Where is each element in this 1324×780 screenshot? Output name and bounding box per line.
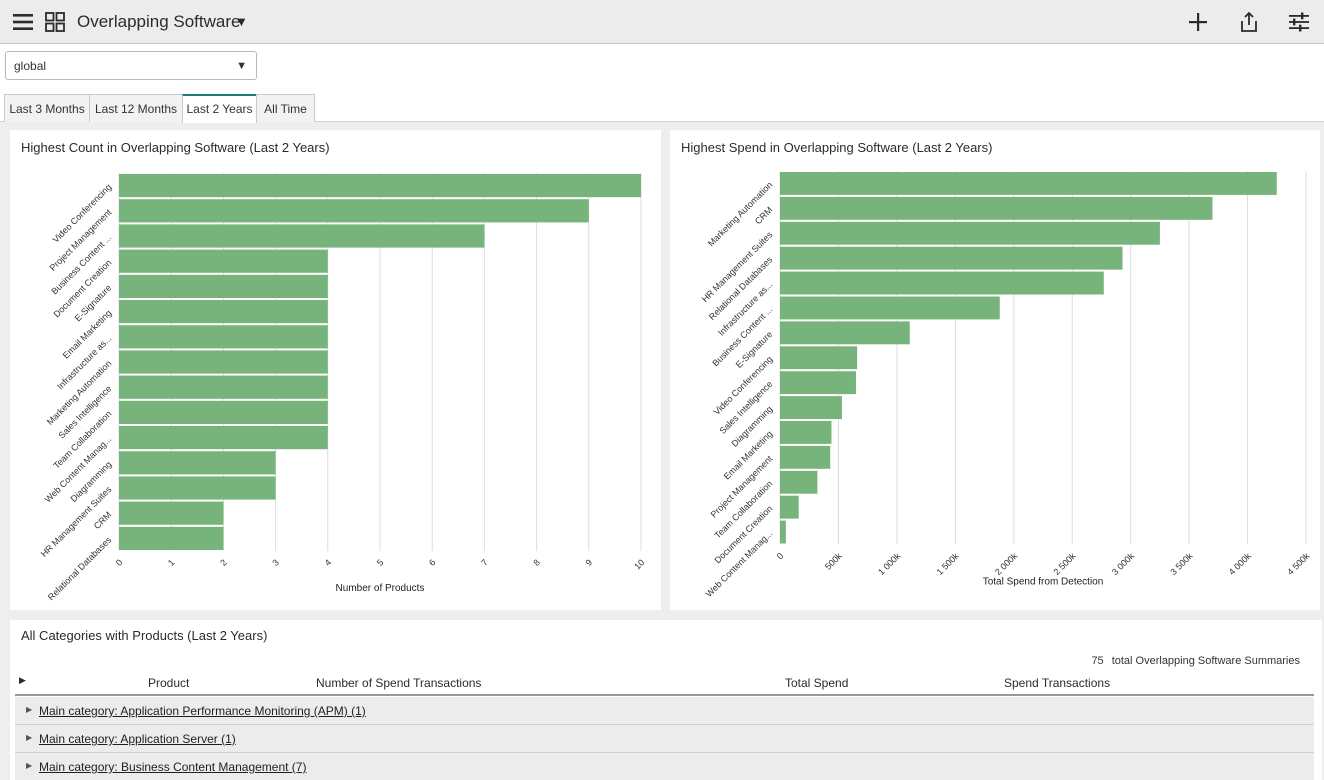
bar[interactable]	[780, 495, 799, 519]
bar[interactable]	[780, 321, 910, 345]
x-tick-label: 0	[775, 551, 786, 562]
bar[interactable]	[780, 271, 1104, 295]
x-tick-label: 4	[323, 557, 334, 568]
expand-all-icon[interactable]: ▶	[19, 675, 26, 685]
x-tick-label: 10	[632, 557, 646, 571]
scope-select-value: global	[14, 59, 47, 73]
plus-icon[interactable]	[1186, 10, 1210, 34]
bar[interactable]	[780, 246, 1123, 270]
x-tick-label: 0	[114, 557, 125, 568]
spend-chart-title: Highest Spend in Overlapping Software (L…	[681, 140, 993, 155]
x-tick-label: 2 500k	[1051, 550, 1078, 577]
table-title: All Categories with Products (Last 2 Yea…	[21, 628, 268, 643]
bar[interactable]	[780, 221, 1160, 245]
x-axis-label: Total Spend from Detection	[983, 577, 1104, 588]
tab-all-time[interactable]: All Time	[256, 94, 315, 122]
summary-label: total Overlapping Software Summaries	[1111, 655, 1300, 667]
expand-row-icon[interactable]: ▶	[26, 705, 33, 714]
x-tick-label: 6	[427, 557, 438, 568]
bar[interactable]	[780, 470, 818, 494]
bar[interactable]	[119, 426, 328, 450]
bar[interactable]	[119, 375, 328, 399]
chevron-down-icon: ▼	[236, 60, 247, 72]
filter-bar: global ▼ Last 3 Months Last 12 Months La…	[0, 44, 1324, 123]
spend-chart-panel: Highest Spend in Overlapping Software (L…	[670, 130, 1320, 610]
bar[interactable]	[119, 501, 224, 525]
expand-row-icon[interactable]: ▶	[26, 761, 33, 770]
caret-down-icon[interactable]: ▼	[235, 14, 248, 29]
hamburger-menu-icon[interactable]	[11, 10, 35, 34]
x-tick-label: 2 000k	[993, 550, 1020, 577]
x-tick-label: 3 500k	[1168, 550, 1195, 577]
bar[interactable]	[780, 421, 832, 444]
bar[interactable]	[780, 371, 856, 395]
grid-icon[interactable]	[43, 10, 67, 34]
categories-table-panel: All Categories with Products (Last 2 Yea…	[10, 620, 1322, 780]
tab-last-12-months[interactable]: Last 12 Months	[89, 94, 183, 122]
count-chart-panel: Highest Count in Overlapping Software (L…	[10, 130, 661, 610]
expand-row-icon[interactable]: ▶	[26, 733, 33, 742]
category-link[interactable]: Main category: Business Content Manageme…	[39, 760, 307, 774]
bar[interactable]	[119, 224, 485, 248]
summary-count: 75	[1091, 655, 1104, 667]
bar[interactable]	[780, 296, 1000, 320]
bar[interactable]	[119, 476, 276, 500]
x-tick-label: 5	[375, 557, 386, 568]
x-tick-label: 1	[166, 557, 177, 568]
bar[interactable]	[780, 445, 831, 469]
table-summary: 75 total Overlapping Software Summaries	[1091, 655, 1300, 667]
bar[interactable]	[119, 249, 328, 273]
table-header: ▶ Product Number of Spend Transactions T…	[15, 672, 1314, 696]
table-row: ▶ Main category: Application Performance…	[15, 697, 1314, 725]
tab-last-3-months[interactable]: Last 3 Months	[4, 94, 90, 122]
bar[interactable]	[119, 274, 328, 298]
bar[interactable]	[780, 172, 1277, 195]
bar[interactable]	[780, 520, 786, 544]
share-icon[interactable]	[1237, 10, 1261, 34]
bar[interactable]	[780, 196, 1213, 220]
x-tick-label: 8	[531, 557, 542, 568]
column-header-product[interactable]: Product	[148, 676, 190, 690]
bar[interactable]	[119, 174, 641, 198]
bar[interactable]	[119, 451, 276, 475]
bar[interactable]	[119, 400, 328, 424]
bar[interactable]	[119, 300, 328, 324]
category-link[interactable]: Main category: Application Server (1)	[39, 732, 236, 746]
x-tick-label: 500k	[823, 551, 844, 572]
x-tick-label: 1 500k	[935, 550, 962, 577]
top-bar: Overlapping Software ▼	[0, 0, 1324, 44]
category-label: CRM	[92, 510, 114, 532]
spend-chart: 0 500k 1 000k 1 500k 2 000k 2 500k 3 000k 3 500…	[700, 171, 1312, 599]
bar[interactable]	[119, 526, 224, 550]
column-header-total-spend[interactable]: Total Spend	[785, 676, 849, 690]
x-tick-label: 3 000k	[1110, 550, 1137, 577]
x-tick-label: 1 000k	[876, 550, 903, 577]
column-header-number-of-spend-transactions[interactable]: Number of Spend Transactions	[316, 676, 482, 690]
category-link[interactable]: Main category: Application Performance M…	[39, 704, 366, 718]
bar[interactable]	[119, 199, 589, 223]
bar[interactable]	[780, 396, 842, 419]
x-tick-label: 7	[479, 557, 490, 568]
x-tick-label: 2	[218, 557, 229, 568]
bar[interactable]	[119, 350, 328, 374]
bar[interactable]	[780, 346, 858, 370]
x-tick-label: 9	[584, 557, 595, 568]
sliders-icon[interactable]	[1287, 10, 1311, 34]
page-title: Overlapping Software	[77, 12, 241, 31]
x-tick-label: 3	[270, 557, 281, 568]
bar[interactable]	[119, 325, 328, 349]
category-label: CRM	[753, 205, 775, 227]
table-row: ▶ Main category: Application Server (1)	[15, 725, 1314, 753]
column-header-spend-transactions[interactable]: Spend Transactions	[1004, 676, 1111, 690]
count-chart-title: Highest Count in Overlapping Software (L…	[21, 140, 330, 155]
table-row: ▶ Main category: Business Content Manage…	[15, 753, 1314, 780]
scope-select[interactable]: global ▼	[5, 51, 257, 80]
x-tick-label: 4 000k	[1227, 550, 1254, 577]
x-axis-label: Number of Products	[336, 583, 425, 594]
tab-last-2-years[interactable]: Last 2 Years	[182, 94, 257, 123]
x-tick-label: 4 500k	[1285, 550, 1312, 577]
